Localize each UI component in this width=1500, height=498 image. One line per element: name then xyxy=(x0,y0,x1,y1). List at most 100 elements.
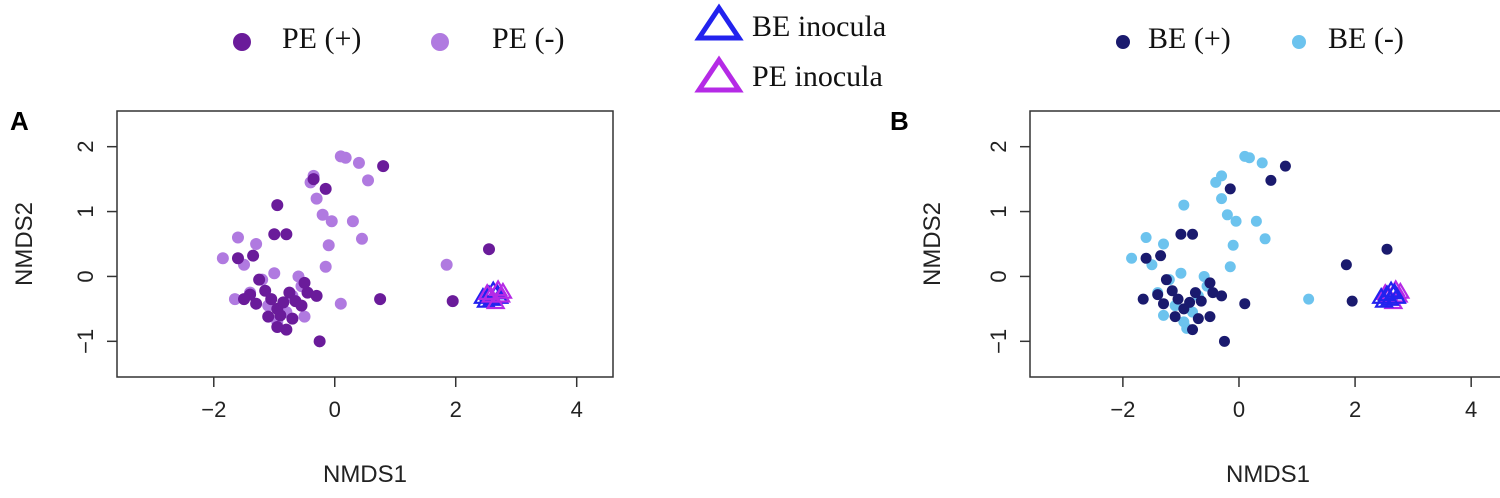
y-axis-label-b: NMDS2 xyxy=(919,202,946,286)
data-marks-b xyxy=(1126,150,1411,347)
point-pe xyxy=(352,156,365,169)
point-be-inocula xyxy=(1374,290,1395,308)
point-pe xyxy=(310,192,323,205)
point-pe xyxy=(483,243,495,256)
x-tick-label: 0 xyxy=(329,397,341,422)
point-pe xyxy=(247,249,260,262)
point-pe xyxy=(374,293,387,306)
legend-label-be-inocula: BE inocula xyxy=(752,10,886,43)
point-pe xyxy=(295,299,308,312)
point-be xyxy=(1216,193,1228,205)
point-pe xyxy=(355,232,368,245)
legend-marker-be-minus xyxy=(1292,35,1306,49)
point-be xyxy=(1166,285,1178,297)
legend-marker-pe-minus xyxy=(431,33,449,51)
point-be xyxy=(1160,274,1172,286)
x-tick-label: −2 xyxy=(201,397,226,422)
point-be xyxy=(1216,170,1228,182)
x-tick-label: −2 xyxy=(1110,397,1135,422)
plot-frame-b xyxy=(1029,110,1500,378)
point-pe xyxy=(250,297,263,310)
point-pe xyxy=(325,215,338,228)
point-be xyxy=(1189,287,1201,299)
point-be xyxy=(1140,232,1152,244)
point-be xyxy=(1158,298,1170,310)
point-pe xyxy=(271,199,284,212)
point-pe xyxy=(280,228,293,241)
point-be xyxy=(1158,309,1170,321)
point-be xyxy=(1192,313,1204,325)
point-pe xyxy=(298,310,311,323)
point-be xyxy=(1224,183,1236,195)
point-be xyxy=(1137,293,1149,305)
point-be-inocula xyxy=(1381,280,1401,298)
point-pe xyxy=(377,160,390,173)
point-be xyxy=(1204,277,1216,289)
point-pe xyxy=(339,151,352,164)
legend-marker-pe-plus xyxy=(233,33,251,51)
y-tick-label: 2 xyxy=(986,141,1011,153)
legend-label-be-plus: BE (+) xyxy=(1148,22,1231,55)
point-be xyxy=(1279,160,1291,172)
point-be xyxy=(1218,335,1230,347)
point-pe xyxy=(253,273,266,286)
legend-panel-b: BE (+) BE (-) xyxy=(1116,22,1404,55)
point-be xyxy=(1184,296,1196,308)
point-be xyxy=(1175,228,1187,240)
point-pe xyxy=(322,239,335,252)
point-pe xyxy=(280,323,293,336)
x-axis-label-a: NMDS1 xyxy=(323,461,407,488)
point-be xyxy=(1216,290,1228,302)
plot-frame-a xyxy=(116,110,614,378)
point-pe-inocula xyxy=(485,292,506,310)
point-pe xyxy=(250,238,263,250)
y-tick-label: −1 xyxy=(73,329,98,354)
data-marks-a xyxy=(216,150,513,348)
point-be xyxy=(1243,152,1255,164)
point-be xyxy=(1187,324,1199,336)
legend-panel-a: PE (+) PE (-) xyxy=(233,22,564,55)
point-pe xyxy=(319,260,332,273)
axis-ticks-b: −2 0 2 4 −1 0 1 2 xyxy=(986,141,1477,422)
y-tick-label: 2 xyxy=(73,141,98,153)
point-be xyxy=(1303,293,1315,305)
point-pe xyxy=(228,293,241,306)
point-pe xyxy=(440,258,453,271)
x-tick-label: 2 xyxy=(450,397,462,422)
point-pe xyxy=(238,293,251,306)
x-axis-label-b: NMDS1 xyxy=(1226,461,1310,488)
point-pe xyxy=(346,215,359,228)
point-pe-inocula xyxy=(477,283,498,301)
point-pe xyxy=(262,310,275,323)
x-tick-label: 0 xyxy=(1233,397,1245,422)
point-be xyxy=(1175,267,1187,279)
point-be xyxy=(1178,199,1190,211)
point-pe xyxy=(274,309,287,322)
point-be xyxy=(1227,239,1239,251)
point-be xyxy=(1340,259,1352,271)
y-tick-label: 1 xyxy=(986,205,1011,217)
point-pe xyxy=(307,173,320,186)
axis-ticks-a: −2 0 2 4 −1 0 1 2 xyxy=(73,141,583,422)
point-be xyxy=(1158,238,1170,250)
point-be xyxy=(1265,174,1277,186)
legend-marker-be-plus xyxy=(1116,35,1130,49)
point-be xyxy=(1169,311,1181,323)
legend-label-pe-minus: PE (-) xyxy=(492,22,564,55)
point-pe xyxy=(310,289,323,302)
point-pe xyxy=(286,312,299,325)
legend-label-be-minus: BE (-) xyxy=(1328,22,1404,55)
point-be xyxy=(1250,215,1262,227)
point-pe xyxy=(216,252,229,265)
point-be xyxy=(1256,157,1268,169)
point-pe xyxy=(362,174,375,187)
point-pe xyxy=(301,286,314,299)
point-be xyxy=(1230,215,1242,227)
point-pe xyxy=(231,231,244,244)
point-be xyxy=(1207,287,1219,299)
point-pe xyxy=(319,182,332,195)
point-pe xyxy=(446,295,459,308)
legend-label-pe-plus: PE (+) xyxy=(282,22,361,55)
point-pe xyxy=(268,267,281,280)
point-pe xyxy=(259,284,272,297)
